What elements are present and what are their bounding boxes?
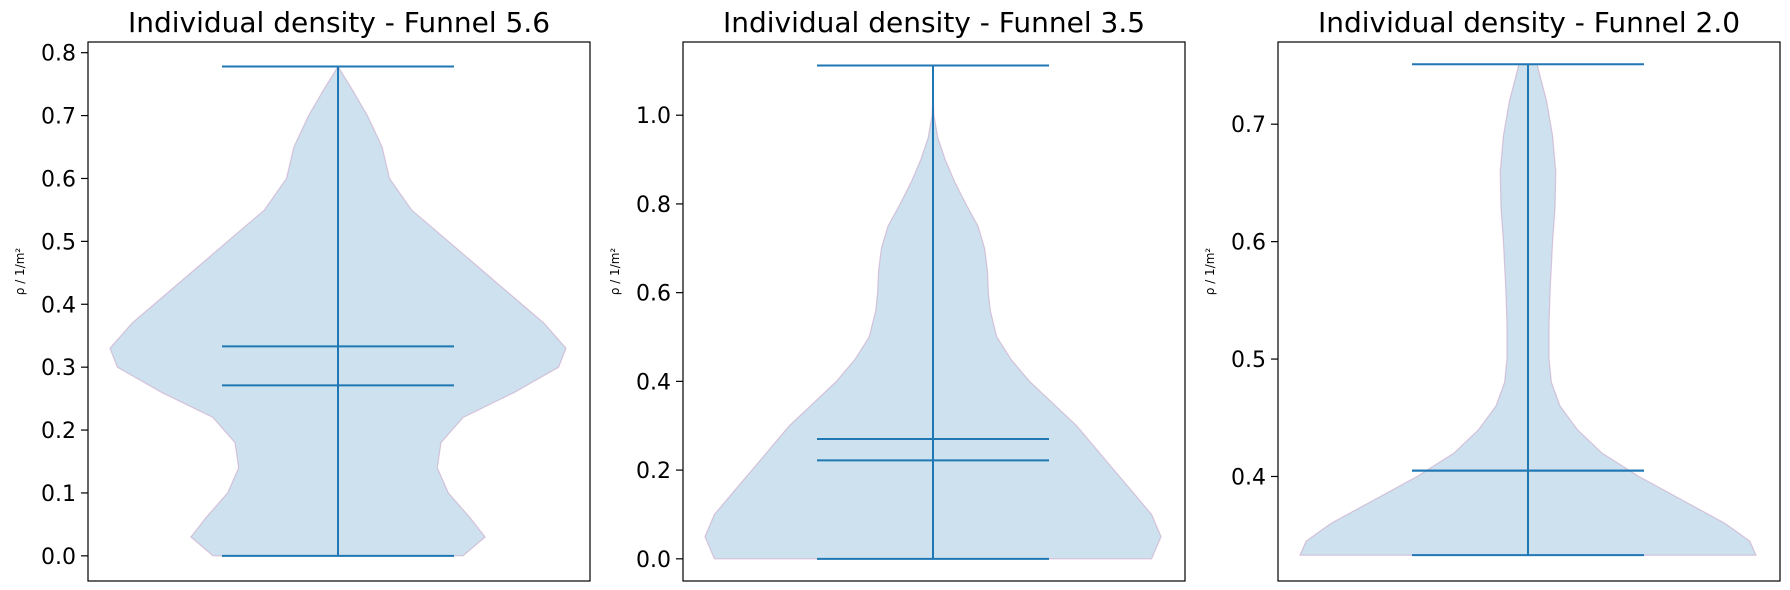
y-tick-label: 0.7 — [41, 105, 76, 130]
y-tick-label: 0.8 — [41, 42, 76, 67]
y-axis-label: ρ / 1/m² — [608, 248, 622, 296]
chart-title: Individual density - Funnel 2.0 — [1318, 6, 1740, 39]
chart-title: Individual density - Funnel 3.5 — [723, 6, 1145, 39]
axes-frame — [87, 41, 591, 582]
y-tick-label: 0.0 — [41, 545, 76, 570]
chart-panel-3: 0.4 0.5 0.6 0.7 Individual density - Funnel … — [1203, 6, 1781, 582]
y-tick-label: 0.5 — [41, 230, 76, 255]
y-tick-label: 0.5 — [1231, 348, 1266, 373]
y-tick-label: 0.0 — [636, 548, 671, 573]
y-tick-label: 0.6 — [636, 282, 671, 307]
chart-panel-2: 0.0 0.2 0.4 0.6 0.8 1.0 Individual density - F… — [608, 6, 1186, 582]
y-tick-label: 0.6 — [41, 167, 76, 192]
y-tick-label: 0.2 — [636, 459, 671, 484]
y-tick-label: 0.7 — [1231, 113, 1266, 138]
y-tick-label: 0.6 — [1231, 231, 1266, 256]
chart-panel-1: 0.0 0.1 0.2 0.3 0.4 0.5 0.6 0.7 0.8 Individual de… — [13, 6, 591, 582]
y-axis-label: ρ / 1/m² — [13, 248, 27, 296]
chart-title: Individual density - Funnel 5.6 — [128, 6, 550, 39]
y-tick-label: 0.3 — [41, 356, 76, 381]
y-tick-label: 0.2 — [41, 419, 76, 444]
axes-frame — [1277, 41, 1781, 582]
y-tick-label: 0.4 — [1231, 465, 1266, 490]
y-tick-label: 0.8 — [636, 193, 671, 218]
y-tick-label: 0.4 — [636, 370, 671, 395]
y-axis-label: ρ / 1/m² — [1203, 248, 1217, 296]
y-tick-label: 1.0 — [636, 104, 671, 129]
y-tick-label: 0.1 — [41, 482, 76, 507]
axes-frame — [682, 41, 1186, 582]
y-tick-label: 0.4 — [41, 293, 76, 318]
